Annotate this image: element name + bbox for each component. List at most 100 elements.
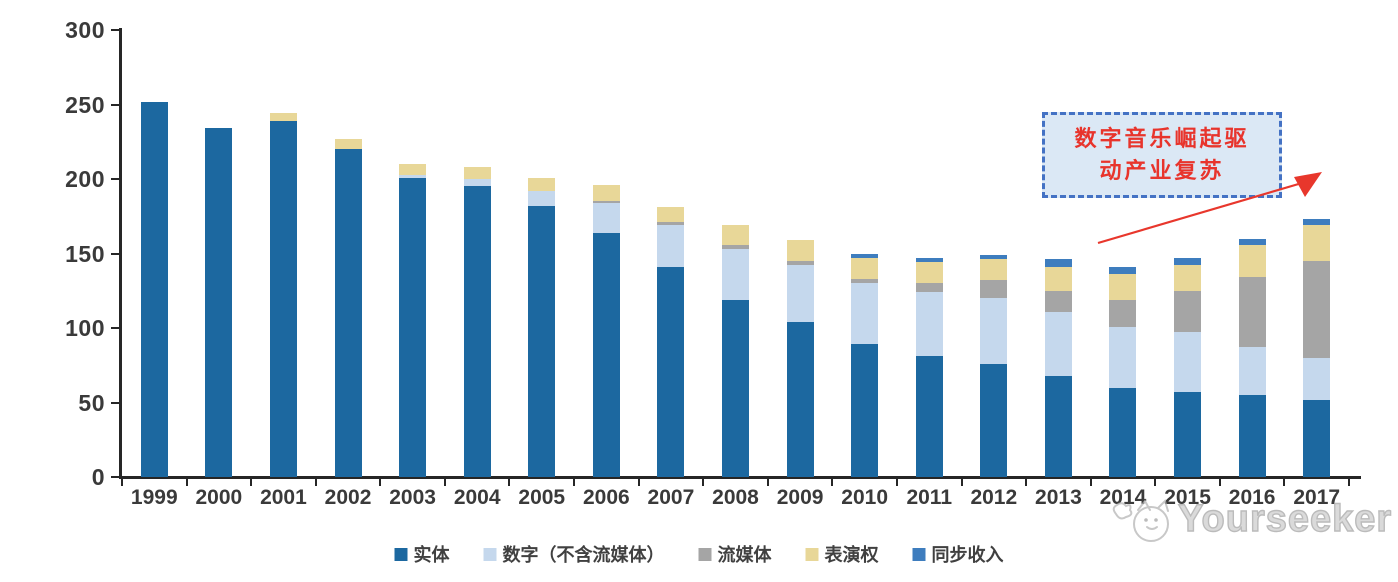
x-axis-label-2012: 2012: [970, 486, 1018, 509]
x-axis-tick: [573, 479, 576, 486]
x-axis-label-1999: 1999: [130, 486, 178, 509]
x-axis-tick: [1348, 479, 1350, 486]
x-axis-label-2011: 2011: [906, 486, 953, 509]
bar-segment: [528, 190, 556, 206]
legend-label: 流媒体: [717, 545, 772, 565]
bar-segment: [915, 356, 943, 477]
bar-2015: [1174, 257, 1202, 477]
watermark: Yourseeker: [1108, 494, 1392, 544]
y-axis-tick-label: 200: [65, 166, 105, 192]
bar-segment: [269, 113, 297, 121]
legend-label: 数字（不含流媒体）: [502, 545, 665, 565]
bar-1999: [140, 101, 168, 477]
bar-2011: [915, 257, 943, 477]
bar-segment: [1109, 299, 1137, 327]
bar-segment: [915, 262, 943, 284]
bar-segment: [334, 138, 362, 150]
legend-item: 表演权: [805, 541, 879, 567]
x-axis-label-2006: 2006: [582, 486, 630, 509]
bar-segment: [786, 265, 814, 323]
x-axis-label-2004: 2004: [453, 486, 501, 509]
annotation-callout: 数字音乐崛起驱 动产业复苏: [1042, 112, 1282, 198]
bar-2002: [334, 138, 362, 477]
bar-segment: [1303, 260, 1331, 358]
bar-segment: [980, 259, 1008, 281]
bar-segment: [1238, 244, 1266, 278]
bar-segment: [722, 244, 749, 250]
x-axis-tick: [508, 479, 511, 486]
bar-segment: [463, 179, 491, 187]
x-axis-label-2017: 2017: [1293, 486, 1341, 509]
legend-label: 实体: [413, 545, 450, 565]
bar-segment: [1109, 326, 1137, 388]
bar-segment: [205, 128, 233, 477]
bar-segment: [1174, 332, 1202, 393]
bar-2007: [657, 207, 685, 477]
y-axis-tick: [111, 103, 120, 106]
bar-segment: [528, 205, 556, 477]
bar-segment: [1109, 266, 1137, 275]
x-axis-tick: [379, 479, 382, 486]
bar-segment: [1174, 290, 1202, 333]
bar-2004: [463, 167, 491, 477]
y-axis-tick-label: 50: [78, 389, 105, 416]
legend-item: 流媒体: [698, 541, 772, 567]
x-axis-label-2015: 2015: [1164, 486, 1211, 509]
bar-segment: [786, 240, 814, 261]
bar-segment: [140, 101, 168, 477]
y-axis-tick-label: 100: [65, 315, 105, 341]
bar-segment: [1044, 266, 1072, 291]
bar-segment: [1174, 392, 1202, 477]
bar-segment: [851, 278, 879, 284]
x-axis-label-2014: 2014: [1099, 486, 1147, 509]
bar-2009: [786, 240, 814, 477]
x-axis-tick: [1218, 479, 1221, 486]
x-axis-label-2005: 2005: [518, 486, 566, 509]
x-axis-tick: [702, 479, 705, 486]
bar-segment: [399, 177, 427, 477]
bar-segment: [915, 283, 943, 293]
y-axis-tick: [111, 252, 120, 255]
bar-segment: [1238, 277, 1266, 348]
x-axis-label-2003: 2003: [389, 486, 436, 509]
bar-segment: [980, 363, 1008, 477]
bar-segment: [269, 120, 297, 477]
legend-item: 同步收入: [912, 541, 1004, 567]
legend-marker-icon: [698, 547, 712, 561]
x-axis-line: [119, 476, 1361, 479]
x-axis-label-2001: 2001: [260, 486, 307, 509]
bar-2003: [399, 164, 427, 477]
x-axis-tick: [185, 479, 188, 486]
bar-2001: [269, 113, 297, 477]
legend-marker-icon: [805, 547, 819, 561]
bar-segment: [786, 322, 814, 477]
annotation-text-line2: 动产业复苏: [1099, 158, 1225, 183]
legend-marker-icon: [483, 547, 497, 561]
bar-segment: [722, 225, 749, 245]
x-axis-tick: [1089, 479, 1092, 486]
y-axis-tick: [111, 327, 120, 329]
bar-segment: [657, 207, 685, 223]
bar-segment: [851, 344, 879, 477]
x-axis-label-2008: 2008: [712, 486, 759, 509]
bar-segment: [657, 225, 685, 267]
bar-segment: [722, 299, 749, 477]
x-axis-tick: [443, 479, 446, 486]
x-axis-label-2002: 2002: [324, 486, 372, 509]
legend-item: 实体: [394, 541, 450, 567]
bar-segment: [657, 222, 685, 226]
bar-segment: [592, 184, 620, 202]
bar-2010: [851, 253, 879, 477]
bar-2008: [722, 225, 749, 477]
bar-segment: [1044, 290, 1072, 312]
bar-segment: [592, 232, 620, 477]
y-axis-tick-label: 0: [91, 464, 105, 490]
bar-segment: [1174, 257, 1202, 266]
bar-segment: [1109, 387, 1137, 477]
y-axis-tick: [111, 29, 120, 31]
bar-segment: [1044, 311, 1072, 376]
bar-segment: [980, 280, 1008, 299]
bar-segment: [915, 257, 943, 263]
x-axis-tick: [250, 479, 253, 486]
y-axis-tick: [111, 401, 120, 404]
